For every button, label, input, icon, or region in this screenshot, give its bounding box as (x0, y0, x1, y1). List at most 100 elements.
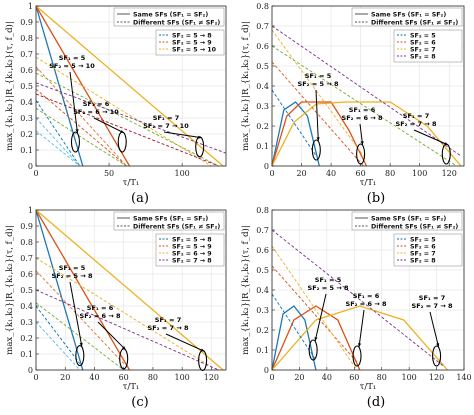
annotation-label: SF₁ = 5 (315, 276, 342, 284)
y-tick-label: 0.3 (20, 114, 33, 123)
y-tick-label: 0 (264, 366, 269, 375)
y-tick-label: 0.6 (256, 42, 269, 51)
y-tick-label: 0.7 (20, 254, 33, 263)
y-tick-label: 0.6 (256, 246, 269, 255)
x-axis-label: τ/T₁ (360, 382, 377, 392)
x-tick-label: 0 (33, 373, 38, 382)
y-tick-label: 0 (28, 366, 33, 375)
annotation-arrowhead (316, 137, 320, 141)
y-tick-label: 0.1 (256, 346, 269, 355)
annotation-arrowhead (436, 343, 440, 347)
legend-entry-label: SF₂ = 5 → 9 (172, 39, 212, 46)
legend-entry-label: SF₂ = 5 (410, 32, 436, 39)
annotation-label: SF₁ = 6 (83, 100, 110, 108)
annotation-label: SF₁ = 6 (349, 106, 376, 114)
legend-entry-label: SF₂ = 5 (410, 236, 436, 243)
y-tick-label: 0.2 (20, 130, 33, 139)
series-line-8 (271, 25, 462, 157)
series-line-12 (35, 108, 127, 167)
annotation-arrowhead (358, 343, 362, 347)
series-line-3 (271, 101, 462, 167)
series-line-2 (35, 209, 131, 371)
series-line-8 (35, 321, 81, 371)
chart-panel-1: 0 0.1 0.2 0.3 0.4 0.5 0.6 0.7 0.8 0.9 1 0 50 100 τ/T₁ m… (4, 2, 227, 206)
annotation-arrow (314, 293, 327, 342)
series-line-5 (35, 66, 127, 167)
y-tick-label: 0.3 (256, 102, 269, 111)
y-tick-label: 0.1 (20, 350, 33, 359)
x-tick-label: 20 (294, 373, 304, 382)
y-axis-label: max_{k₁,k₂}|R_{k₁,k₂}(τ, f_d)| (240, 225, 251, 354)
y-tick-label: 0.2 (256, 122, 269, 131)
legend-entry-label: SF₂ = 6 (410, 39, 436, 46)
legend-label: Same SFs (SF₁ = SF₂) (371, 11, 446, 18)
series-line-1 (271, 101, 320, 167)
y-tick-label: 0.3 (256, 306, 269, 315)
x-tick-label: 60 (349, 373, 359, 382)
annotation-label: SF₂ = 5 → 8 (308, 284, 349, 292)
legend-entry-label: SF₂ = 5 → 10 (172, 46, 217, 53)
annotation-arrowhead (360, 141, 364, 145)
annotation-label: SF₂ = 5 → 10 (49, 62, 95, 70)
y-tick-label: 0.2 (256, 326, 269, 335)
series-line-4 (35, 100, 81, 167)
y-tick-label: 0 (28, 162, 33, 171)
annotation-arrow (69, 281, 83, 347)
x-tick-label: 40 (326, 169, 336, 178)
series-line-6 (271, 245, 358, 371)
chart-panel-4: 0 0.1 0.2 0.3 0.4 0.5 0.6 0.7 0.8 0 20 40 60 80 100 120… (240, 206, 472, 410)
annotation-label: SF₁ = 7 (403, 112, 429, 120)
y-tick-label: 0.7 (256, 22, 269, 31)
y-tick-label: 0.1 (256, 142, 269, 151)
annotation-arrowhead (200, 348, 205, 352)
legend-top-box (351, 7, 463, 27)
series-line-1 (35, 5, 84, 167)
y-tick-label: 0.3 (20, 318, 33, 327)
y-tick-label: 0.4 (20, 302, 33, 311)
series-line-7 (271, 45, 457, 167)
annotation-arrow (97, 321, 127, 351)
y-tick-label: 0.9 (20, 18, 33, 27)
annotation-label: SF₁ = 5 (59, 54, 86, 62)
series-line-1 (271, 305, 317, 371)
annotation-arrowhead (314, 337, 318, 341)
legend-top-box (113, 7, 225, 27)
annotation-arrowhead (197, 135, 202, 139)
annotation-arrow (93, 117, 125, 134)
series-line-2 (271, 305, 361, 371)
annotation-label: SF₁ = 5 (305, 72, 332, 80)
annotation-ellipse (117, 131, 127, 153)
annotation-ellipse (308, 339, 318, 361)
x-tick-label: 80 (377, 373, 387, 382)
x-tick-label: 50 (104, 169, 114, 178)
panel-label: (b) (367, 191, 385, 206)
series-line-7 (35, 117, 81, 167)
x-tick-label: 20 (296, 169, 306, 178)
annotation-arrowhead (79, 342, 83, 347)
annotation-label: SF₂ = 7 → 8 (148, 324, 189, 332)
annotation-arrowhead (120, 130, 125, 133)
legend-label: Different SFs (SF₁ ≠ SF₂) (133, 19, 220, 26)
series-line-4 (271, 89, 317, 157)
y-tick-label: 0.9 (20, 222, 33, 231)
legend-top-box (113, 211, 225, 231)
series-line-1 (35, 209, 84, 371)
x-tick-label: 140 (456, 373, 471, 382)
legend-entry-label: SF₂ = 8 (410, 53, 436, 60)
annotation-ellipse (352, 345, 362, 367)
annotation-label: SF₂ = 6 → 8 (342, 114, 383, 122)
annotation-arrow (163, 131, 202, 139)
annotation-arrow (358, 309, 365, 348)
series-line-6 (35, 56, 212, 167)
y-tick-label: 0.4 (20, 98, 33, 107)
y-tick-label: 0.8 (256, 206, 269, 215)
legend-label: Same SFs (SF₁ = SF₂) (133, 11, 208, 18)
series-line-6 (271, 29, 364, 157)
series-line-7 (35, 289, 219, 371)
y-tick-label: 0.8 (256, 2, 269, 11)
legend-entry-label: SF₂ = 7 (410, 46, 436, 53)
y-tick-label: 0.5 (256, 266, 269, 275)
y-tick-label: 0.2 (20, 334, 33, 343)
legend-entry-label: SF₂ = 5 → 8 (172, 236, 212, 243)
